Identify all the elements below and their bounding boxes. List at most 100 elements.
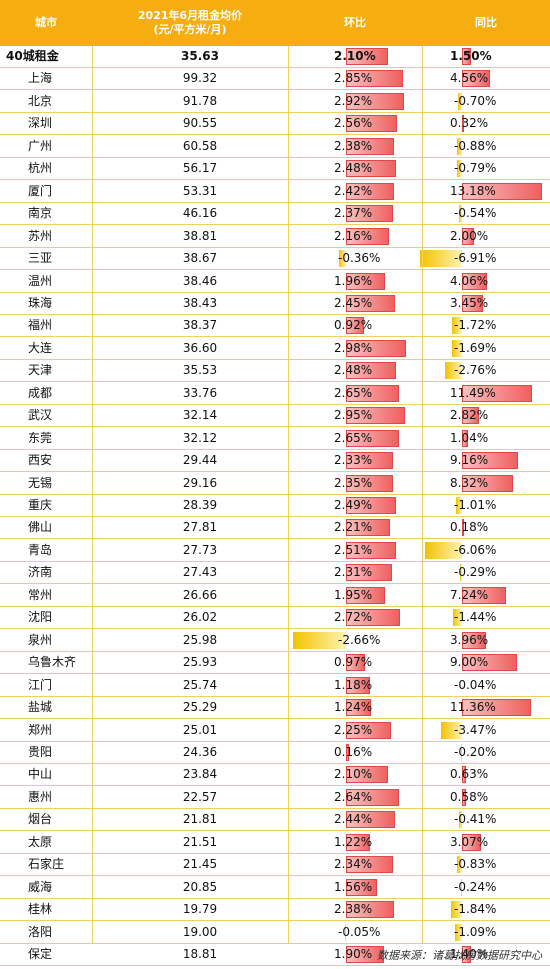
city-name: 石家庄 xyxy=(28,857,65,872)
yoy-cell: -0.04% xyxy=(422,676,548,694)
mom-value: 2.45% xyxy=(334,295,373,310)
mom-bar xyxy=(346,92,405,110)
yoy-value: -1.69% xyxy=(454,340,497,355)
city-name: 济南 xyxy=(28,565,53,580)
mom-bar xyxy=(346,699,371,717)
mom-bar xyxy=(346,182,395,200)
mom-bar xyxy=(338,250,346,268)
rent-value: 35.53 xyxy=(182,363,218,378)
rent-value: 27.43 xyxy=(182,565,218,580)
column-divider xyxy=(92,46,93,944)
rent-value: 32.12 xyxy=(182,430,218,445)
table-row: 中山 23.84 2.10% 0.63% xyxy=(0,764,550,787)
mom-cell: -2.66% xyxy=(288,631,420,649)
rent-value: 29.16 xyxy=(182,475,218,490)
city-name: 上海 xyxy=(28,71,53,86)
mom-value: 2.31% xyxy=(334,565,373,580)
mom-bar xyxy=(346,721,391,739)
mom-cell: 1.95% xyxy=(288,586,420,604)
mom-cell: 1.56% xyxy=(288,878,420,896)
yoy-value: 13.18% xyxy=(450,183,496,198)
table-row: 福州 38.37 0.92% -1.72% xyxy=(0,315,550,338)
yoy-cell: 4.06% xyxy=(422,272,548,290)
yoy-bar xyxy=(460,878,462,896)
mom-bar xyxy=(346,743,350,761)
rent-value: 25.93 xyxy=(182,655,218,670)
mom-value: -2.66% xyxy=(338,632,381,647)
mom-bar xyxy=(346,833,371,851)
yoy-cell: -0.41% xyxy=(422,811,548,829)
mom-cell: 2.65% xyxy=(288,384,420,402)
yoy-value: -1.72% xyxy=(454,318,497,333)
city-name: 常州 xyxy=(28,587,53,602)
mom-value: 2.10% xyxy=(334,49,376,63)
yoy-bar xyxy=(462,788,466,806)
mom-value: 1.96% xyxy=(334,273,373,288)
mom-value: 2.85% xyxy=(334,71,373,86)
yoy-value: 1.50% xyxy=(450,49,492,63)
mom-cell: 2.98% xyxy=(288,339,420,357)
yoy-bar xyxy=(462,699,532,717)
mom-cell: 2.65% xyxy=(288,429,420,447)
table-row: 南京 46.16 2.37% -0.54% xyxy=(0,203,550,226)
mom-cell: 2.48% xyxy=(288,160,420,178)
yoy-value: -0.70% xyxy=(454,93,497,108)
data-source-note: 数据来源：诸葛找房数据研究中心 xyxy=(377,949,542,962)
header-city: 城市 xyxy=(35,16,57,29)
yoy-value: 11.36% xyxy=(450,700,496,715)
table-row: 三亚 38.67 -0.36% -6.91% xyxy=(0,248,550,271)
column-divider xyxy=(288,46,289,944)
city-name: 广州 xyxy=(28,138,53,153)
city-name: 泉州 xyxy=(28,632,53,647)
yoy-value: 3.45% xyxy=(450,295,489,310)
table-row: 苏州 38.81 2.16% 2.00% xyxy=(0,226,550,248)
yoy-value: -6.91% xyxy=(454,251,497,266)
yoy-bar xyxy=(456,137,462,155)
mom-value: 2.64% xyxy=(334,789,373,804)
yoy-value: 9.16% xyxy=(450,453,489,468)
mom-cell: 2.16% xyxy=(288,227,420,245)
rent-value: 25.98 xyxy=(182,632,218,647)
city-name: 佛山 xyxy=(28,520,53,535)
mom-value: 2.48% xyxy=(334,161,373,176)
rent-value: 19.79 xyxy=(182,902,218,917)
rent-value: 90.55 xyxy=(182,116,218,131)
yoy-bar xyxy=(457,160,462,178)
table-row: 重庆 28.39 2.49% -1.01% xyxy=(0,495,550,517)
yoy-bar xyxy=(462,654,517,672)
rent-value: 20.85 xyxy=(182,879,218,894)
yoy-bar xyxy=(462,115,464,133)
mom-cell: 0.92% xyxy=(288,317,420,335)
yoy-bar xyxy=(456,856,462,874)
rent-value: 38.81 xyxy=(182,228,218,243)
mom-bar xyxy=(346,901,394,919)
yoy-cell: -1.69% xyxy=(422,339,548,357)
yoy-cell: -1.09% xyxy=(422,923,548,941)
table-row: 西安 29.44 2.33% 9.16% xyxy=(0,450,550,473)
yoy-value: -0.54% xyxy=(454,206,497,221)
yoy-value: 3.96% xyxy=(450,632,489,647)
yoy-bar xyxy=(457,92,462,110)
yoy-cell: 9.16% xyxy=(422,452,548,470)
rent-value: 56.17 xyxy=(182,161,218,176)
mom-value: 2.95% xyxy=(334,408,373,423)
mom-cell: 1.22% xyxy=(288,833,420,851)
rent-value: 23.84 xyxy=(182,767,218,782)
rent-value: 38.46 xyxy=(182,273,218,288)
mom-bar xyxy=(346,339,406,357)
mom-value: 2.65% xyxy=(334,430,373,445)
yoy-bar xyxy=(462,631,487,649)
yoy-cell: 0.63% xyxy=(422,766,548,784)
yoy-bar xyxy=(462,519,464,537)
yoy-cell: 3.45% xyxy=(422,294,548,312)
yoy-bar xyxy=(462,586,507,604)
mom-bar xyxy=(346,137,394,155)
mom-cell: 2.56% xyxy=(288,115,420,133)
mom-value: 2.65% xyxy=(334,385,373,400)
mom-cell: 1.24% xyxy=(288,699,420,717)
yoy-bar xyxy=(462,272,487,290)
table-row: 深圳 90.55 2.56% 0.32% xyxy=(0,113,550,136)
rent-value: 25.74 xyxy=(182,677,218,692)
rent-value: 18.81 xyxy=(182,947,218,961)
yoy-cell: 9.00% xyxy=(422,654,548,672)
